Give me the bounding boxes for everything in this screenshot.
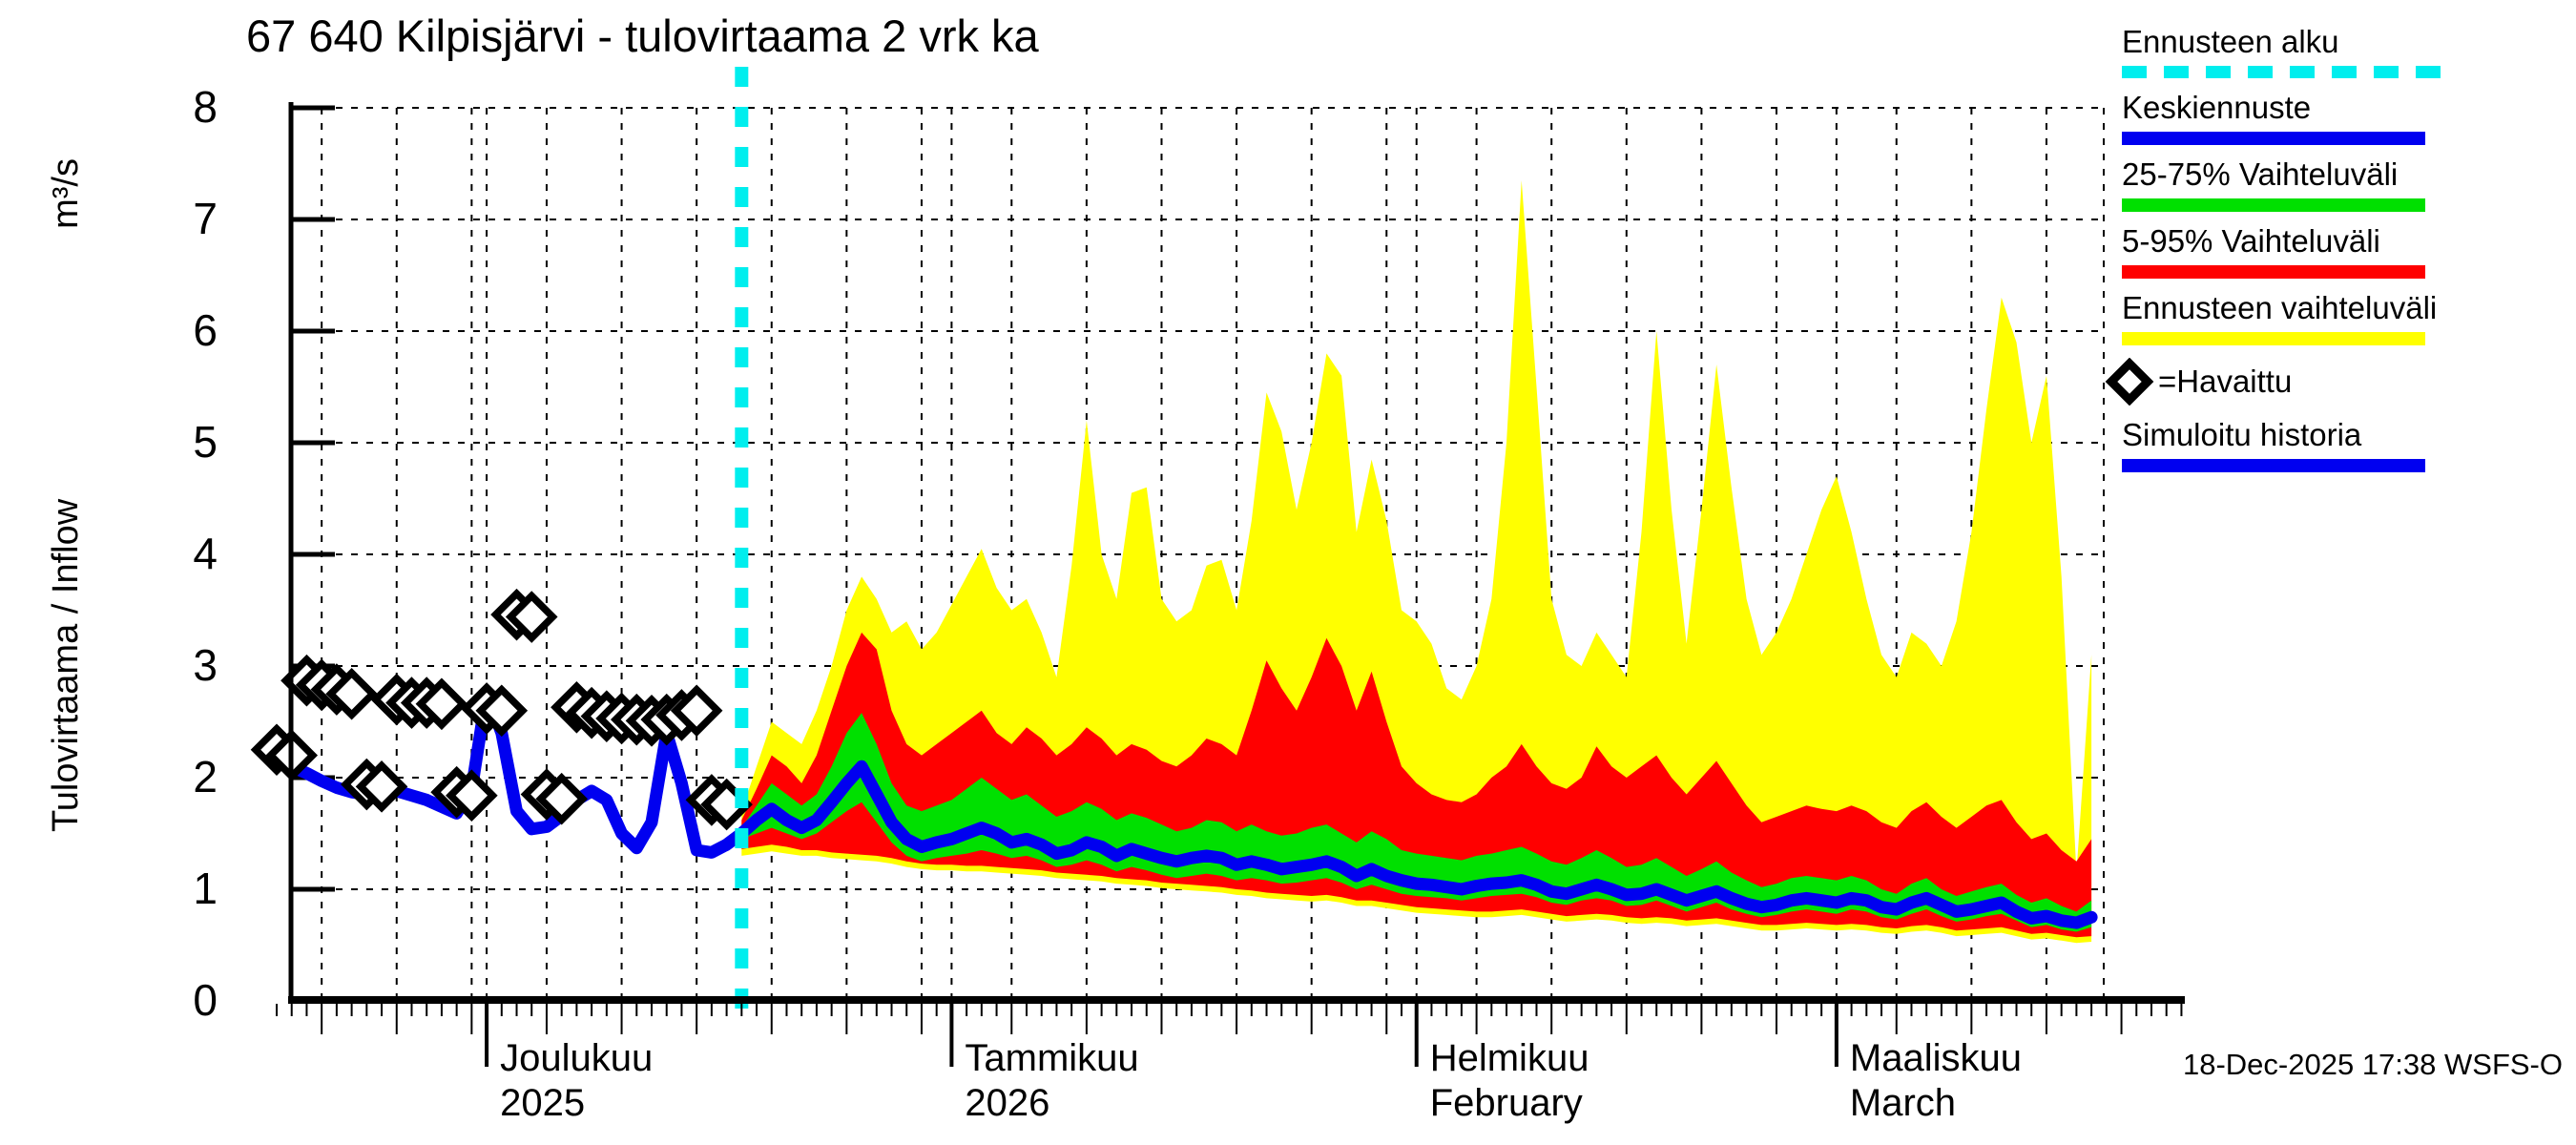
- legend-item-forecast-start: Ennusteen alku: [2122, 25, 2561, 78]
- legend-label-forecast-start: Ennusteen alku: [2122, 24, 2339, 59]
- band-minmax-swatch: [2122, 332, 2425, 345]
- month-label: Helmikuu February: [1429, 1037, 1589, 1124]
- y-tick-label: 3: [193, 640, 218, 690]
- history-line-swatch: [2122, 459, 2425, 472]
- month-label: Maaliskuu March: [1849, 1037, 2022, 1124]
- y-tick-label: 2: [193, 752, 218, 802]
- observed-diamond-icon: [2105, 358, 2154, 406]
- legend-item-band-minmax: Ennusteen vaihteluväli: [2122, 291, 2561, 345]
- y-tick-label: 4: [193, 529, 218, 578]
- legend-label-band-5-95: 5-95% Vaihteluväli: [2122, 223, 2380, 259]
- band-25-75-swatch: [2122, 198, 2425, 212]
- legend-label-median: Keskiennuste: [2122, 90, 2312, 125]
- legend-item-observed: =Havaittu: [2103, 358, 2561, 406]
- legend-label-band-minmax: Ennusteen vaihteluväli: [2122, 290, 2438, 325]
- y-axis-label: Tulovirtaama / Inflow m³/s: [46, 158, 87, 832]
- legend-label-observed: =Havaittu: [2158, 364, 2293, 399]
- y-tick-label: 0: [193, 975, 218, 1025]
- legend-label-history: Simuloitu historia: [2122, 417, 2362, 452]
- chart-title: 67 640 Kilpisjärvi - tulovirtaama 2 vrk …: [246, 10, 1039, 61]
- y-tick-label: 8: [193, 82, 218, 132]
- forecast-start-line-swatch: [2122, 66, 2442, 78]
- legend: Ennusteen alku Keskiennuste 25-75% Vaiht…: [2105, 25, 2561, 485]
- y-tick-label: 5: [193, 417, 218, 467]
- legend-item-band-5-95: 5-95% Vaihteluväli: [2122, 224, 2561, 279]
- timestamp: 18-Dec-2025 17:38 WSFS-O: [2182, 1048, 2563, 1081]
- month-label: Tammikuu 2026: [965, 1037, 1139, 1124]
- median-line-swatch: [2122, 132, 2425, 145]
- y-tick-label: 6: [193, 305, 218, 355]
- y-tick-label: 7: [193, 194, 218, 243]
- month-label: Joulukuu 2025: [500, 1037, 654, 1124]
- legend-item-band-25-75: 25-75% Vaihteluväli: [2122, 157, 2561, 212]
- legend-item-median: Keskiennuste: [2122, 91, 2561, 145]
- y-tick-label: 1: [193, 864, 218, 913]
- legend-item-history: Simuloitu historia: [2122, 418, 2561, 472]
- legend-label-band-25-75: 25-75% Vaihteluväli: [2122, 156, 2399, 192]
- y-axis-unit: m³/s: [46, 158, 86, 229]
- y-axis-label-text: Tulovirtaama / Inflow: [46, 498, 86, 832]
- band-5-95-swatch: [2122, 265, 2425, 279]
